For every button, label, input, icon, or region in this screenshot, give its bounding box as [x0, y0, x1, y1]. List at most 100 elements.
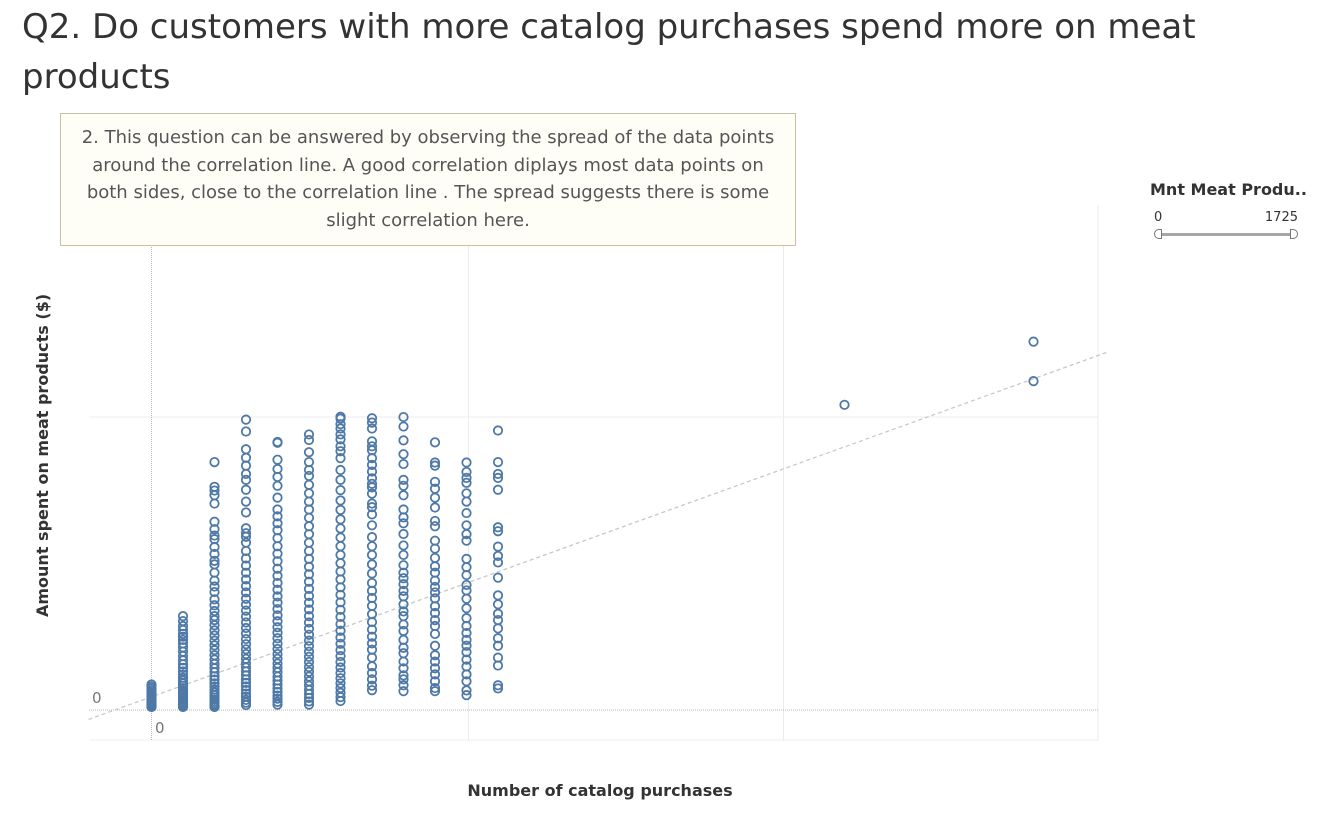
- data-point[interactable]: [303, 623, 315, 634]
- data-point[interactable]: [303, 434, 315, 446]
- data-point[interactable]: [398, 435, 409, 446]
- data-point[interactable]: [303, 429, 315, 440]
- data-point[interactable]: [366, 680, 378, 691]
- data-point[interactable]: [398, 411, 409, 423]
- data-point[interactable]: [272, 597, 283, 608]
- data-point[interactable]: [240, 688, 252, 699]
- data-point[interactable]: [398, 504, 409, 515]
- data-point[interactable]: [366, 592, 378, 604]
- legend-range-max-handle[interactable]: [1290, 229, 1298, 239]
- data-point[interactable]: [272, 570, 283, 581]
- data-point[interactable]: [398, 490, 409, 501]
- data-point[interactable]: [335, 495, 346, 506]
- data-point[interactable]: [272, 480, 283, 491]
- data-point[interactable]: [429, 552, 441, 563]
- data-point[interactable]: [335, 656, 346, 668]
- data-point[interactable]: [461, 603, 472, 614]
- data-point[interactable]: [240, 617, 252, 628]
- data-point[interactable]: [429, 492, 441, 503]
- data-point[interactable]: [366, 541, 378, 552]
- data-point[interactable]: [1028, 376, 1039, 387]
- data-point[interactable]: [398, 480, 409, 491]
- data-point[interactable]: [429, 535, 441, 546]
- data-point[interactable]: [335, 678, 346, 689]
- data-point[interactable]: [429, 483, 441, 494]
- data-point[interactable]: [335, 429, 346, 440]
- data-point[interactable]: [209, 555, 220, 566]
- data-point[interactable]: [366, 478, 378, 489]
- data-point[interactable]: [177, 620, 189, 632]
- data-point[interactable]: [398, 670, 409, 681]
- data-point[interactable]: [366, 644, 378, 655]
- data-point[interactable]: [335, 645, 346, 656]
- data-point[interactable]: [335, 423, 346, 434]
- data-point[interactable]: [272, 525, 283, 536]
- data-point[interactable]: [335, 673, 346, 684]
- data-point[interactable]: [303, 646, 315, 657]
- data-point[interactable]: [209, 586, 220, 598]
- data-point[interactable]: [335, 541, 346, 552]
- data-point[interactable]: [461, 472, 472, 483]
- data-point[interactable]: [492, 683, 504, 694]
- data-point[interactable]: [335, 504, 346, 515]
- data-point[interactable]: [492, 557, 504, 568]
- data-point[interactable]: [398, 663, 409, 674]
- data-point[interactable]: [303, 635, 315, 646]
- data-point[interactable]: [209, 481, 220, 492]
- data-point[interactable]: [335, 549, 346, 561]
- data-point[interactable]: [398, 611, 409, 622]
- data-point[interactable]: [177, 611, 189, 622]
- data-point[interactable]: [461, 593, 472, 604]
- data-point[interactable]: [272, 653, 283, 664]
- data-point[interactable]: [209, 611, 220, 622]
- data-point[interactable]: [177, 672, 189, 683]
- data-point[interactable]: [398, 591, 409, 602]
- data-point[interactable]: [398, 449, 409, 460]
- data-point[interactable]: [240, 474, 252, 485]
- data-point[interactable]: [335, 474, 346, 485]
- data-point[interactable]: [461, 690, 472, 701]
- data-point[interactable]: [303, 604, 315, 615]
- data-point[interactable]: [240, 605, 252, 616]
- data-point[interactable]: [461, 646, 472, 658]
- data-point[interactable]: [429, 515, 441, 527]
- data-point[interactable]: [209, 534, 220, 545]
- data-point[interactable]: [492, 522, 504, 533]
- data-point[interactable]: [335, 625, 346, 636]
- data-point[interactable]: [272, 658, 283, 669]
- data-point[interactable]: [429, 437, 441, 448]
- data-point[interactable]: [272, 638, 283, 649]
- data-point[interactable]: [272, 616, 283, 627]
- data-point[interactable]: [461, 640, 472, 651]
- data-point[interactable]: [240, 644, 252, 655]
- data-point[interactable]: [335, 558, 346, 569]
- data-point[interactable]: [240, 622, 252, 634]
- data-point[interactable]: [429, 457, 441, 468]
- data-point[interactable]: [492, 599, 504, 610]
- data-point[interactable]: [429, 682, 441, 694]
- data-point[interactable]: [303, 662, 315, 673]
- data-point[interactable]: [429, 502, 441, 513]
- data-point[interactable]: [461, 457, 472, 468]
- data-point[interactable]: [272, 518, 283, 529]
- data-point[interactable]: [272, 492, 283, 503]
- data-point[interactable]: [366, 466, 378, 477]
- data-point[interactable]: [335, 514, 346, 525]
- data-point[interactable]: [461, 585, 472, 596]
- data-point[interactable]: [209, 645, 220, 656]
- data-point[interactable]: [398, 540, 409, 551]
- data-point[interactable]: [240, 426, 252, 437]
- data-point[interactable]: [398, 560, 409, 571]
- data-point[interactable]: [366, 502, 378, 513]
- data-point[interactable]: [461, 613, 472, 624]
- data-point[interactable]: [366, 549, 378, 561]
- data-point[interactable]: [461, 579, 472, 591]
- data-point[interactable]: [209, 684, 220, 695]
- data-point[interactable]: [461, 496, 472, 507]
- data-point[interactable]: [177, 638, 189, 649]
- data-point[interactable]: [366, 674, 378, 685]
- data-point[interactable]: [366, 520, 378, 531]
- data-point[interactable]: [335, 411, 346, 422]
- data-point[interactable]: [272, 504, 283, 515]
- data-point[interactable]: [429, 669, 441, 680]
